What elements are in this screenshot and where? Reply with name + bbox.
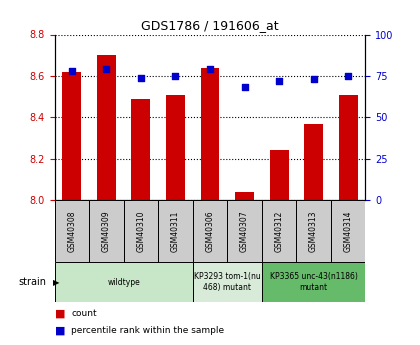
Point bbox=[276, 78, 282, 83]
Bar bbox=[97, 55, 116, 200]
Bar bbox=[158, 200, 193, 262]
Text: wildtype: wildtype bbox=[107, 277, 140, 287]
Bar bbox=[123, 200, 158, 262]
Text: GSM40311: GSM40311 bbox=[171, 210, 180, 252]
Bar bbox=[297, 200, 331, 262]
Text: GSM40309: GSM40309 bbox=[102, 210, 111, 252]
Point bbox=[138, 75, 144, 80]
Point bbox=[103, 67, 110, 72]
Bar bbox=[193, 200, 227, 262]
Bar bbox=[270, 150, 289, 200]
Bar bbox=[200, 68, 220, 200]
Point bbox=[345, 73, 352, 79]
Point bbox=[172, 73, 179, 79]
Bar bbox=[235, 192, 254, 200]
Text: GSM40314: GSM40314 bbox=[344, 210, 353, 252]
Bar bbox=[227, 200, 262, 262]
Text: count: count bbox=[71, 309, 97, 318]
Point bbox=[241, 85, 248, 90]
Text: KP3293 tom-1(nu
468) mutant: KP3293 tom-1(nu 468) mutant bbox=[194, 272, 261, 292]
Bar bbox=[63, 72, 81, 200]
Bar bbox=[331, 200, 365, 262]
Bar bbox=[262, 200, 297, 262]
Text: KP3365 unc-43(n1186)
mutant: KP3365 unc-43(n1186) mutant bbox=[270, 272, 357, 292]
Text: GSM40312: GSM40312 bbox=[275, 210, 284, 252]
Text: GSM40310: GSM40310 bbox=[136, 210, 145, 252]
Bar bbox=[89, 200, 123, 262]
Text: ■: ■ bbox=[55, 326, 65, 336]
Point bbox=[207, 67, 213, 72]
Text: GSM40307: GSM40307 bbox=[240, 210, 249, 252]
Bar bbox=[304, 124, 323, 200]
Text: GSM40313: GSM40313 bbox=[309, 210, 318, 252]
Point bbox=[310, 77, 317, 82]
Bar bbox=[55, 200, 89, 262]
Point bbox=[68, 68, 75, 74]
Bar bbox=[131, 99, 150, 200]
Bar bbox=[166, 95, 185, 200]
Title: GDS1786 / 191606_at: GDS1786 / 191606_at bbox=[141, 19, 279, 32]
Bar bbox=[339, 95, 357, 200]
Text: strain: strain bbox=[18, 277, 46, 287]
Text: ▶: ▶ bbox=[52, 277, 59, 287]
Bar bbox=[55, 262, 193, 302]
Text: percentile rank within the sample: percentile rank within the sample bbox=[71, 326, 225, 335]
Text: GSM40306: GSM40306 bbox=[205, 210, 215, 252]
Bar bbox=[262, 262, 365, 302]
Text: ■: ■ bbox=[55, 309, 65, 319]
Bar bbox=[193, 262, 262, 302]
Text: GSM40308: GSM40308 bbox=[67, 210, 76, 252]
